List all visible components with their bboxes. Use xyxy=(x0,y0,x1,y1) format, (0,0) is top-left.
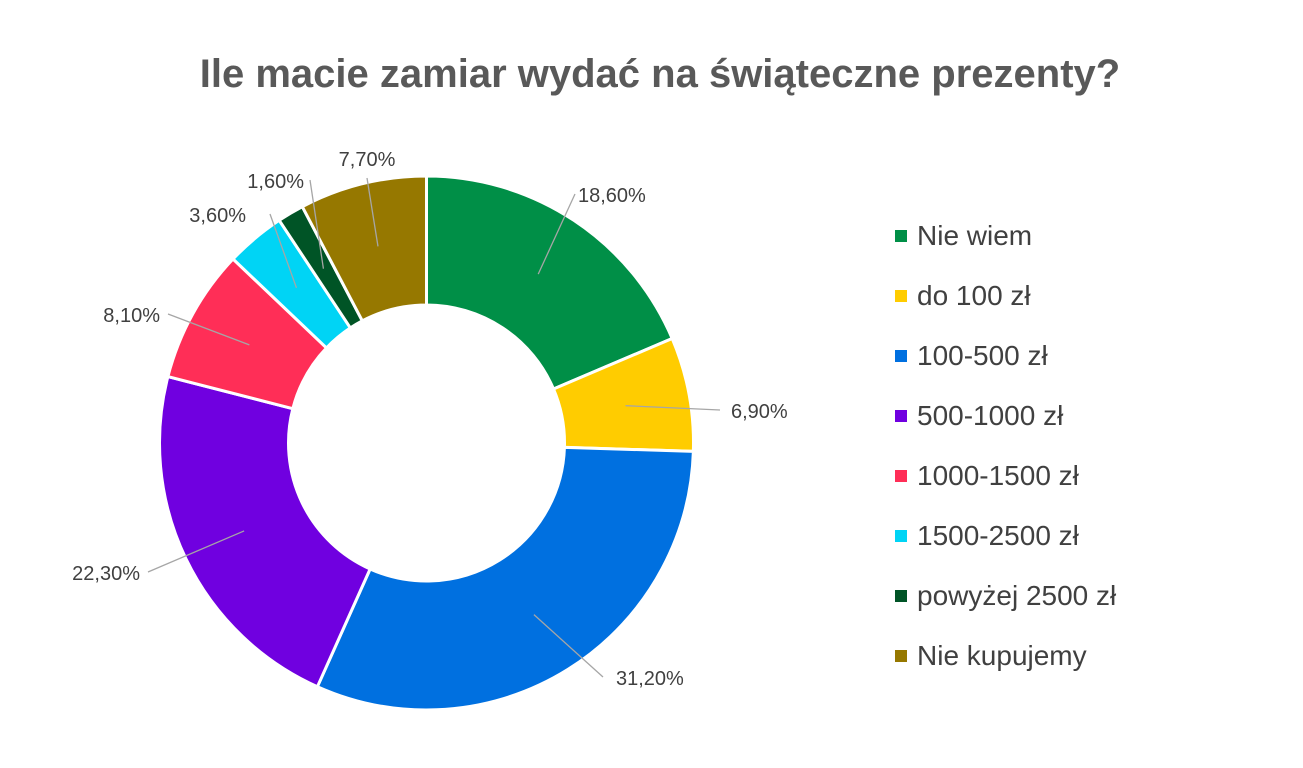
leader-line-nie-wiem xyxy=(537,193,576,275)
slice-100-500-zl xyxy=(315,445,695,712)
legend-label: 1000-1500 zł xyxy=(917,460,1079,491)
leader-line-1500-2500-zl xyxy=(269,213,298,289)
legend: Nie wiem do 100 zł 100-500 zł 500-1000 zł 10… xyxy=(895,206,1116,686)
data-labels-layer: 18,60% 6,90% 31,20% 22,30% 8,10% 3,60%1,60% 7,… xyxy=(72,149,788,690)
legend-label: Nie wiem xyxy=(917,220,1033,251)
data-label-500-1000-zl: 22,30% xyxy=(72,563,140,585)
legend-item-1000-1500-zl: 1000-1500 zł xyxy=(895,446,1116,506)
legend-label: 500-1000 zł xyxy=(917,400,1064,431)
chart-title: Ile macie zamiar wydać na świąteczne pre… xyxy=(199,52,1121,96)
legend-label: powyżej 2500 zł xyxy=(917,580,1117,611)
data-label-nie-kupujemy: 7,70% xyxy=(339,149,396,171)
legend-item-100-500-zl: 100-500 zł xyxy=(895,326,1116,386)
legend-label: Nie kupujemy xyxy=(917,640,1087,671)
legend-label: 100-500 zł xyxy=(917,340,1048,371)
slices-layer xyxy=(158,174,695,712)
data-label-100-500-zl: 31,20% xyxy=(616,668,684,690)
legend-item-powyzej-2500-zl: powyżej 2500 zł xyxy=(895,566,1116,626)
legend-swatch xyxy=(895,470,907,482)
slice-nie-wiem xyxy=(425,174,675,391)
data-label-1000-1500-zl: 8,10% xyxy=(103,305,160,327)
legend-swatch xyxy=(895,410,907,422)
legend-item-1500-2500-zl: 1500-2500 zł xyxy=(895,506,1116,566)
legend-swatch xyxy=(895,530,907,542)
data-label-do-100-zl: 6,90% xyxy=(731,401,788,423)
legend-swatch xyxy=(895,290,907,302)
data-label-powyzej-2500-zl: 1,60% xyxy=(247,171,304,193)
legend-item-do-100-zl: do 100 zł xyxy=(895,266,1116,326)
leader-line-do-100-zl xyxy=(625,405,721,411)
legend-label: do 100 zł xyxy=(917,280,1031,311)
legend-item-500-1000-zl: 500-1000 zł xyxy=(895,386,1116,446)
data-label-nie-wiem: 18,60% xyxy=(578,185,646,207)
legend-item-nie-wiem: Nie wiem xyxy=(895,206,1116,266)
slice-nie-kupujemy xyxy=(300,174,428,323)
slice-500-1000-zl xyxy=(158,374,373,689)
leader-line-powyzej-2500-zl xyxy=(309,179,325,269)
leader-line-500-1000-zl xyxy=(147,530,245,573)
legend-swatch xyxy=(895,230,907,242)
leader-line-1000-1500-zl xyxy=(167,313,250,346)
legend-item-nie-kupujemy: Nie kupujemy xyxy=(895,626,1116,686)
legend-swatch xyxy=(895,650,907,662)
data-label-1500-2500-zl: 3,60% xyxy=(189,205,246,227)
leader-lines-layer xyxy=(147,177,721,678)
leader-line-100-500-zl xyxy=(533,614,604,678)
legend-label: 1500-2500 zł xyxy=(917,520,1079,551)
leader-line-nie-kupujemy xyxy=(366,177,379,247)
legend-swatch xyxy=(895,590,907,602)
legend-swatch xyxy=(895,350,907,362)
